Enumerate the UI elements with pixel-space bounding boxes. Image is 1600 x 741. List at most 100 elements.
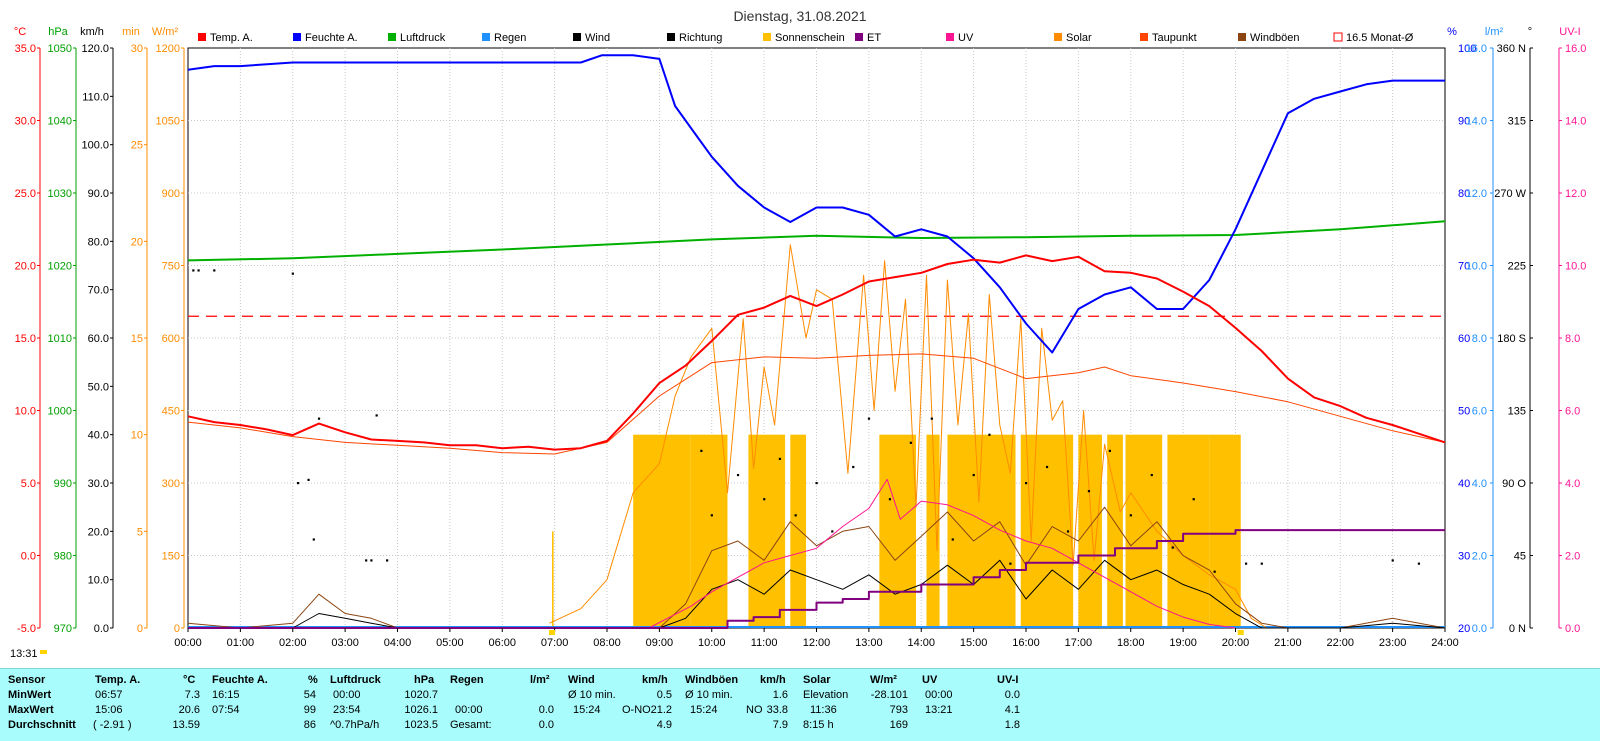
stats-solar-max: 793 <box>889 704 908 716</box>
axis-tick-label: 30.0 <box>88 478 109 490</box>
direction-point <box>972 473 975 477</box>
direction-point <box>1150 473 1153 477</box>
legend-swatch <box>388 33 396 41</box>
sunshine-bar <box>1125 434 1163 628</box>
sunset-marker <box>1237 630 1244 635</box>
legend-swatch <box>1054 33 1062 41</box>
stats-rain-header: Regen <box>450 674 484 686</box>
stats-wind-max: 21.2 <box>650 704 672 716</box>
stats-wind-header: Wind <box>568 674 595 686</box>
stats-press-min-time: 00:00 <box>333 689 361 701</box>
axis-tick-label: 25 <box>131 140 143 152</box>
axis-tick-label: 10 <box>131 430 143 442</box>
stats-wind-unit: km/h <box>642 674 668 686</box>
axis-tick-label: 0 <box>137 623 143 635</box>
direction-point <box>852 465 855 469</box>
stats-row-sensor: Sensor <box>8 674 46 686</box>
stats-row-avg: Durchschnitt <box>8 719 76 731</box>
series-line-temp-a <box>187 254 1446 451</box>
x-tick-label: 00:00 <box>174 637 202 649</box>
axis-tick-label: 35.0 <box>15 43 36 55</box>
direction-point <box>930 417 933 420</box>
legend-label: Sonnenschein <box>775 32 845 44</box>
axis-tick-label: 8.0 <box>1472 333 1487 345</box>
stats-temp-trend: ( -2.91 ) <box>93 719 132 731</box>
stats-uv-header: UV <box>922 674 938 686</box>
axis-tick-label: 1200 <box>156 43 180 55</box>
legend-swatch <box>855 33 863 41</box>
stats-uv-min-time: 00:00 <box>925 689 953 701</box>
direction-point <box>312 538 315 541</box>
legend-swatch <box>482 33 490 41</box>
stats-uv-avg: 1.8 <box>1004 719 1020 731</box>
axis-tick-label: 900 <box>162 188 180 200</box>
x-tick-label: 01:00 <box>227 637 255 649</box>
axis-tick-label: 25.0 <box>15 188 36 200</box>
axis-tick-label: 15.0 <box>15 333 36 345</box>
axis-tick-label: 4.0 <box>1565 478 1580 490</box>
axis-tick-label: 5.0 <box>21 478 36 490</box>
axis-tick-label: 90 O <box>1502 478 1526 490</box>
sunshine-bar <box>926 434 940 628</box>
stats-solar-unit: W/m² <box>870 674 897 686</box>
sunshine-bar <box>790 434 807 628</box>
axis-tick-label: 12.0 <box>1466 188 1487 200</box>
stats-press-unit: hPa <box>414 674 435 686</box>
axis-tick-label: 10.0 <box>1565 261 1586 273</box>
axis-tick-label: 45 <box>1514 551 1526 563</box>
direction-point <box>375 414 378 417</box>
sunshine-bar <box>1078 434 1102 628</box>
stats-solar-avg: 169 <box>889 719 908 731</box>
axis-tick-label: 970 <box>54 623 72 635</box>
axis-tick-label: 2.0 <box>1565 551 1580 563</box>
legend: Temp. A. Feuchte A. Luftdruck Regen Wind Rich… <box>198 32 1414 44</box>
stats-gust-min: 1.6 <box>772 689 788 701</box>
axis-tick-label: 1050 <box>48 43 72 55</box>
series-line-et <box>188 529 1445 629</box>
axis-tick-label: 100.0 <box>81 140 109 152</box>
axis-tick-label: 100 <box>1458 43 1476 55</box>
axis-tick-label: 1010 <box>48 333 72 345</box>
x-tick-label: 22:00 <box>1326 637 1354 649</box>
axis-tick-label: 1040 <box>48 116 72 128</box>
stats-wind-max-dir: O-NO <box>622 704 651 716</box>
legend-label: Wind <box>585 32 610 44</box>
x-tick-label: 15:00 <box>960 637 988 649</box>
direction-point <box>778 457 782 461</box>
direction-point <box>1192 498 1195 501</box>
direction-point <box>909 441 912 444</box>
axis-tick-label: 30 <box>1458 551 1470 563</box>
axis-tick-label: 40 <box>1458 478 1470 490</box>
direction-point <box>1009 562 1012 565</box>
chart-title: Dienstag, 31.08.2021 <box>733 8 866 24</box>
sun-marker <box>40 650 47 654</box>
axis-tick-label: 2.0 <box>1472 551 1487 563</box>
direction-point <box>1087 490 1091 493</box>
stats-temp-avg: 13.59 <box>172 719 200 731</box>
stats-gust-avg10: Ø 10 min. <box>685 689 733 701</box>
stats-hum-min: 54 <box>303 689 316 701</box>
axis-tick-label: 30 <box>131 43 143 55</box>
direction-point <box>700 449 703 452</box>
weather-chart: Dienstag, 31.08.2021 Temp. A. Feuchte A. L… <box>10 8 1587 660</box>
direction-point <box>370 559 373 562</box>
axis-tick-label: 20 <box>1458 623 1470 635</box>
direction-point <box>763 498 766 501</box>
x-tick-label: 16:00 <box>1012 637 1040 649</box>
legend-swatch <box>1140 33 1148 41</box>
x-tick-label: 06:00 <box>488 637 516 649</box>
stats-wind-avg: 4.9 <box>656 719 672 731</box>
direction-point <box>1171 546 1174 549</box>
legend-swatch <box>573 33 581 41</box>
series-line-taupunkt <box>187 353 1446 455</box>
direction-point <box>1108 449 1111 452</box>
stats-solar-elevation-label: Elevation <box>803 689 849 701</box>
axis-tick-label: 5 <box>137 526 143 538</box>
legend-label: Temp. A. <box>210 32 253 44</box>
sunshine-bar <box>552 531 554 628</box>
axis-tick-label: 90.0 <box>88 188 109 200</box>
stats-uv-max-time: 13:21 <box>925 704 953 716</box>
stats-temp-min-time: 06:57 <box>95 689 123 701</box>
legend-swatch <box>763 33 771 41</box>
legend-label: 16.5 Monat-Ø <box>1346 32 1414 44</box>
